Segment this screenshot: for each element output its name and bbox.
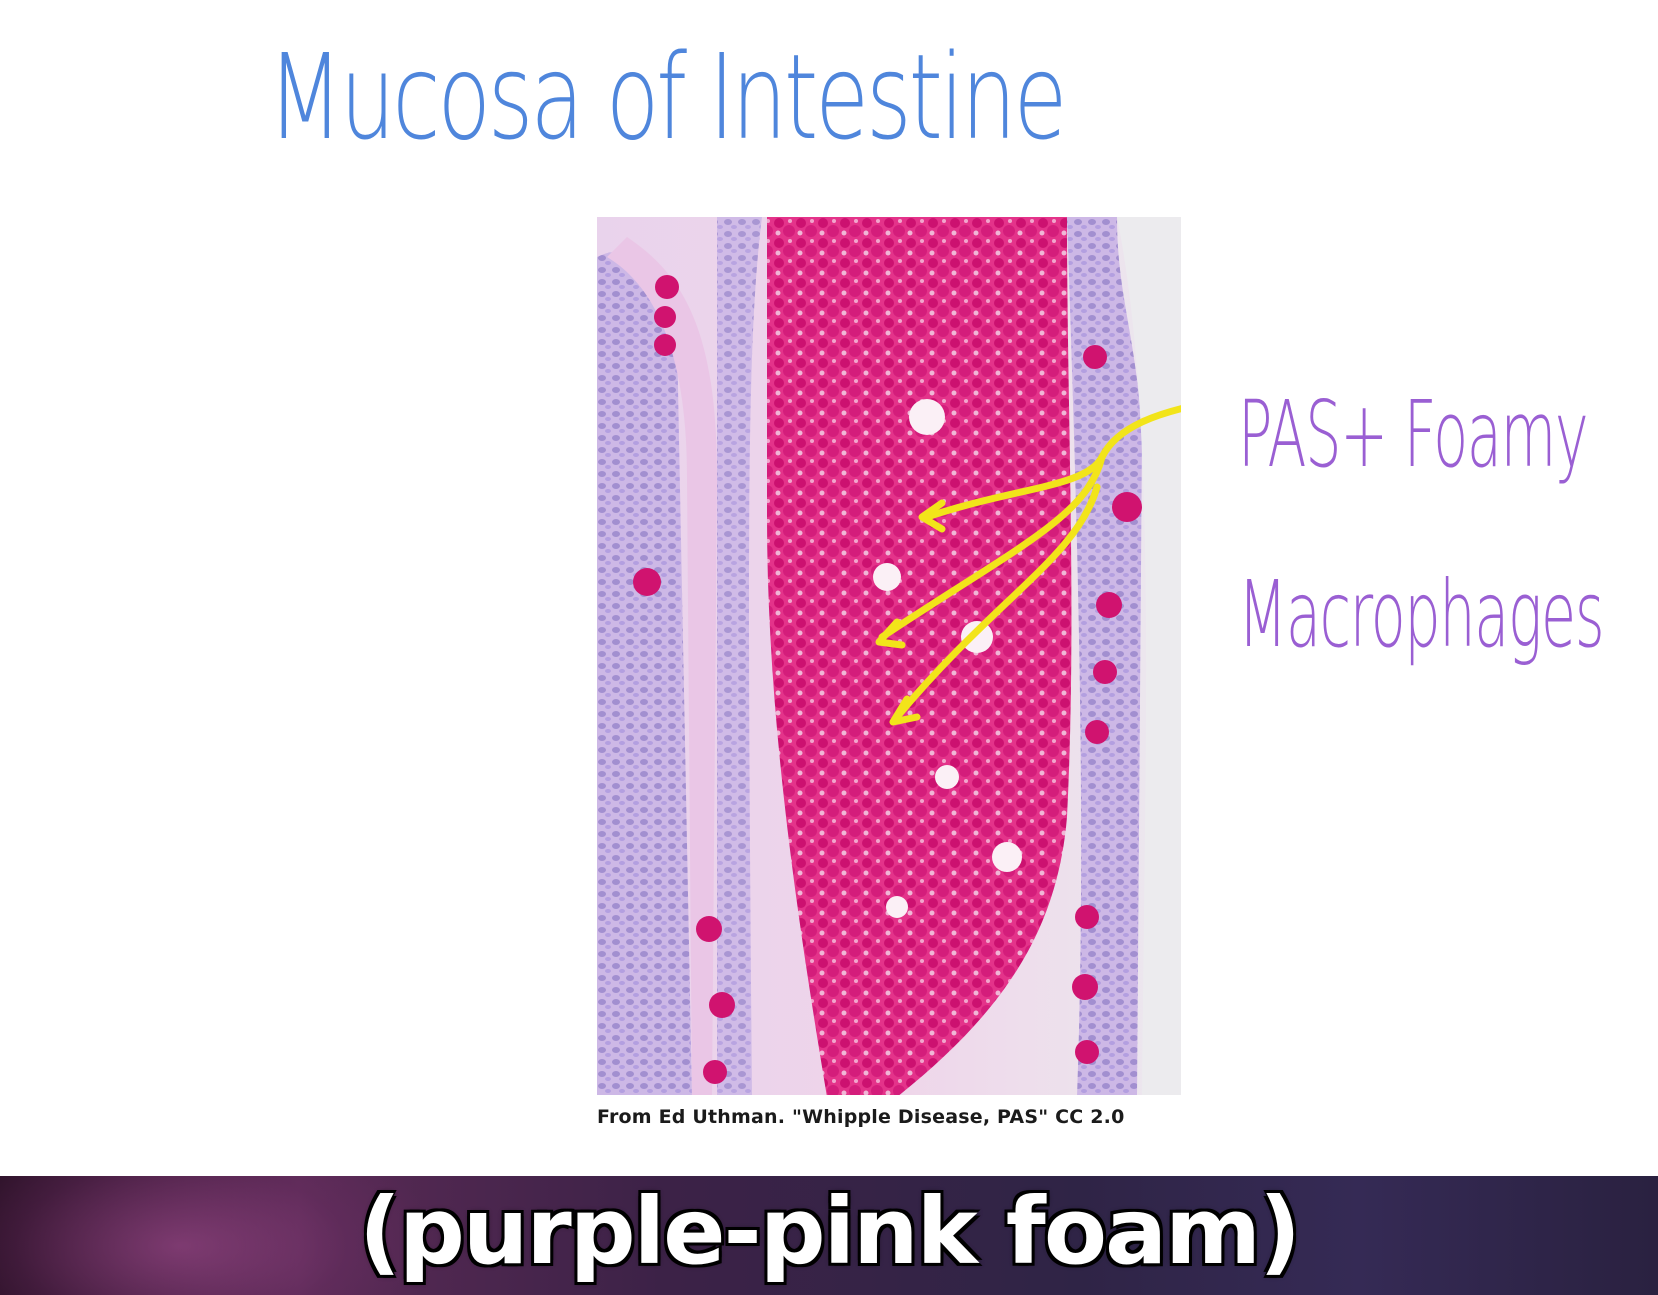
annotation-line-1: PAS+ Foamy — [1238, 381, 1589, 488]
subtitle-text: (purple-pink foam) — [358, 1178, 1301, 1285]
annotation-label: PAS+ Foamy Macrophages — [1238, 345, 1605, 705]
subtitle-band: (purple-pink foam) — [0, 1176, 1658, 1295]
histology-micrograph — [597, 217, 1181, 1095]
annotation-line-2: Macrophages — [1238, 561, 1605, 668]
slide-title: Mucosa of Intestine — [267, 28, 1068, 166]
background-glow — [0, 1176, 440, 1295]
image-caption: From Ed Uthman. "Whipple Disease, PAS" C… — [597, 1106, 1125, 1128]
yellow-arrows-icon — [875, 405, 1181, 726]
